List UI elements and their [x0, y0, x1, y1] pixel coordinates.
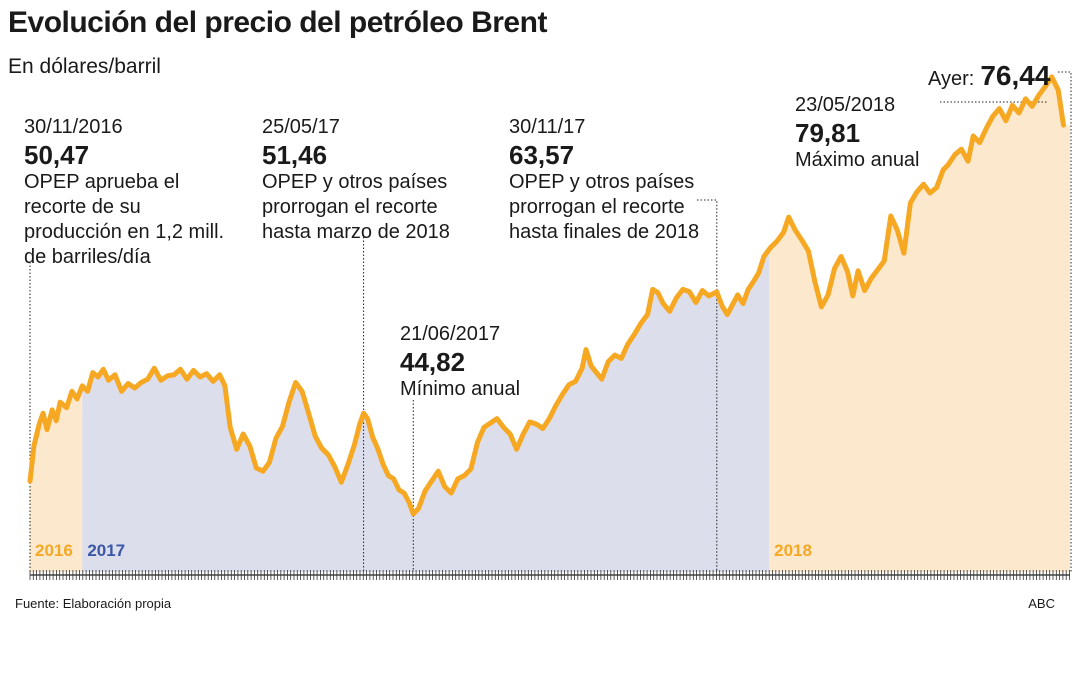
- source-note: Fuente: Elaboración propia: [15, 596, 172, 611]
- annotation-opep-may-2017: 25/05/17 51,46 OPEP y otros países prorr…: [262, 115, 450, 245]
- latest-price: Ayer: 76,44: [928, 60, 1050, 92]
- annotation-desc: OPEP y otros países prorrogan el recorte…: [509, 171, 700, 243]
- annotation-value: 50,47: [24, 140, 90, 170]
- annotation-value: 79,81: [795, 118, 861, 148]
- annotation-opep-nov-2017: 30/11/17 63,57 OPEP y otros países prorr…: [509, 115, 699, 245]
- annotation-value: 63,57: [509, 140, 575, 170]
- year-area-2018: [769, 76, 1070, 573]
- latest-value: 76,44: [980, 60, 1051, 91]
- series-line-brent: [27, 74, 1066, 517]
- annotation-value: 51,46: [262, 140, 328, 170]
- publisher-credit: ABC: [1028, 596, 1055, 611]
- annotation-desc: Mínimo anual: [400, 378, 521, 400]
- year-label-2018: 2018: [774, 541, 812, 560]
- year-label-2016: 2016: [35, 541, 73, 560]
- annotation-date: 30/11/17: [509, 116, 586, 138]
- year-area-2016: [30, 385, 83, 572]
- annotation-value: 44,82: [400, 347, 466, 377]
- annotation-date: 23/05/2018: [795, 94, 896, 116]
- annotation-max-2018: 23/05/2018 79,81 Máximo anual: [795, 93, 920, 173]
- annotation-desc: Máximo anual: [795, 149, 920, 171]
- guide-line-latest-v: [1058, 71, 1072, 572]
- chart-subtitle: En dólares/barril: [8, 55, 161, 78]
- year-label-2017: 2017: [87, 541, 125, 560]
- latest-label: Ayer:: [928, 68, 975, 90]
- annotation-min-2017: 21/06/2017 44,82 Mínimo anual: [400, 322, 520, 402]
- annotation-date: 21/06/2017: [400, 323, 501, 345]
- chart-title: Evolución del precio del petróleo Brent: [8, 6, 547, 39]
- annotation-opep-nov-2016: 30/11/2016 50,47 OPEP aprueba el recorte…: [24, 115, 224, 270]
- annotation-desc: OPEP aprueba el recorte de su producción…: [24, 171, 225, 268]
- annotation-date: 25/05/17: [262, 116, 340, 138]
- year-area-2017: [82, 249, 770, 572]
- annotation-desc: OPEP y otros países prorrogan el recorte…: [262, 171, 450, 243]
- annotation-date: 30/11/2016: [24, 116, 123, 138]
